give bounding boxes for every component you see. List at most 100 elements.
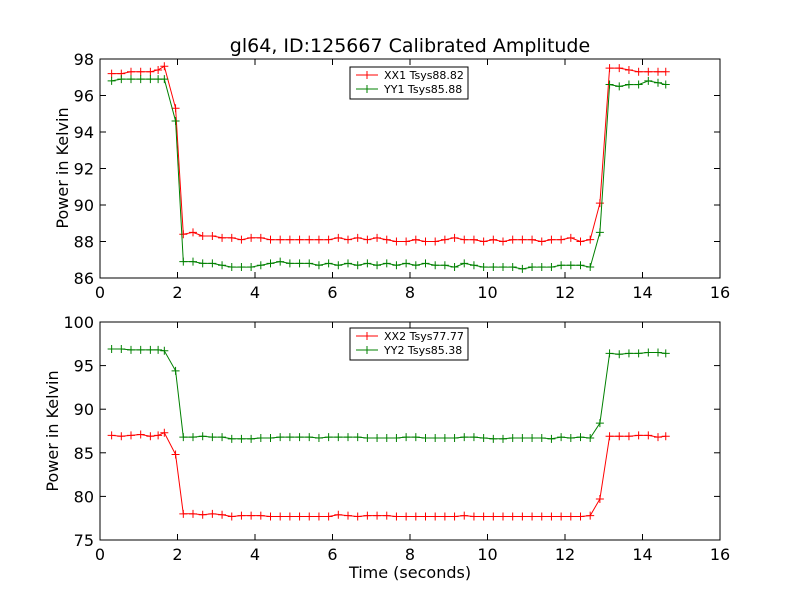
series-yy1 bbox=[107, 75, 670, 273]
x-tick-label-top: 0 bbox=[95, 283, 105, 302]
data-point bbox=[440, 261, 449, 270]
data-point bbox=[146, 432, 155, 441]
data-point bbox=[528, 263, 537, 272]
data-point bbox=[450, 512, 459, 521]
y-tick-label-bottom: 100 bbox=[63, 313, 94, 332]
data-point bbox=[363, 259, 372, 268]
data-point bbox=[363, 511, 372, 520]
data-point bbox=[634, 67, 643, 76]
data-point bbox=[136, 430, 145, 439]
data-point bbox=[227, 233, 236, 242]
data-point bbox=[227, 434, 236, 443]
data-point bbox=[489, 512, 498, 521]
data-point bbox=[450, 263, 459, 272]
data-point bbox=[518, 235, 527, 244]
data-point bbox=[469, 261, 478, 270]
data-point bbox=[237, 235, 246, 244]
data-point bbox=[557, 261, 566, 270]
data-point bbox=[127, 67, 135, 76]
data-point bbox=[305, 259, 314, 268]
data-point bbox=[460, 433, 469, 442]
data-point bbox=[160, 75, 169, 84]
data-point bbox=[499, 237, 507, 246]
data-point bbox=[624, 432, 633, 441]
x-tick-label-top: 6 bbox=[327, 283, 337, 302]
data-point bbox=[595, 199, 604, 208]
data-point bbox=[266, 433, 275, 442]
data-point bbox=[198, 259, 207, 268]
data-point bbox=[547, 263, 556, 272]
data-point bbox=[154, 431, 163, 440]
data-point bbox=[450, 433, 459, 442]
x-tick-label-bottom: 10 bbox=[477, 545, 497, 564]
data-point bbox=[353, 261, 362, 270]
data-point bbox=[489, 263, 498, 272]
x-tick-label-top: 10 bbox=[477, 283, 497, 302]
y-tick-label-top: 90 bbox=[74, 196, 94, 215]
data-point bbox=[576, 433, 585, 442]
y-tick-label-top: 96 bbox=[74, 87, 94, 106]
x-tick-label-top: 2 bbox=[172, 283, 182, 302]
data-point bbox=[154, 345, 163, 354]
data-point bbox=[247, 263, 256, 272]
x-tick-label-bottom: 8 bbox=[405, 545, 415, 564]
legend-marker bbox=[363, 332, 371, 340]
data-point bbox=[208, 433, 217, 442]
data-point bbox=[256, 261, 265, 270]
series-yy2 bbox=[107, 345, 670, 443]
data-point bbox=[344, 511, 352, 520]
data-point bbox=[171, 104, 180, 113]
data-point bbox=[237, 511, 246, 520]
data-point bbox=[518, 512, 527, 521]
data-point bbox=[127, 345, 135, 354]
data-point bbox=[537, 433, 546, 442]
data-point bbox=[499, 512, 507, 521]
data-point bbox=[276, 433, 285, 442]
legend-box bbox=[349, 66, 469, 100]
series-xx1 bbox=[107, 62, 670, 246]
data-point bbox=[227, 263, 236, 272]
x-tick-label-top: 14 bbox=[632, 283, 652, 302]
x-tick-label-top: 4 bbox=[250, 283, 260, 302]
data-point bbox=[537, 237, 546, 246]
panel-bottom: Power in Kelvin Time (seconds) 0 2 4 6 8 10 12… bbox=[43, 313, 730, 582]
data-point bbox=[615, 64, 624, 73]
data-point bbox=[189, 257, 197, 266]
data-point bbox=[479, 237, 488, 246]
data-point bbox=[431, 512, 440, 521]
data-point bbox=[382, 433, 391, 442]
data-point bbox=[305, 512, 314, 521]
data-point bbox=[661, 349, 670, 358]
data-point bbox=[208, 232, 217, 241]
data-point bbox=[107, 69, 116, 78]
data-point bbox=[334, 433, 343, 442]
data-point bbox=[208, 259, 217, 268]
data-point bbox=[160, 428, 169, 437]
data-point bbox=[479, 263, 488, 272]
y-axis-label-bottom: Power in Kelvin bbox=[43, 370, 62, 491]
data-point bbox=[586, 433, 595, 442]
x-tick-label-top: 16 bbox=[710, 283, 730, 302]
data-point bbox=[256, 233, 265, 242]
data-point bbox=[508, 235, 517, 244]
data-point bbox=[136, 345, 145, 354]
data-point bbox=[644, 431, 653, 440]
data-point bbox=[382, 235, 391, 244]
data-point bbox=[402, 237, 411, 246]
y-tick-label-bottom: 95 bbox=[74, 357, 94, 376]
data-point bbox=[117, 345, 126, 354]
data-point bbox=[411, 235, 420, 244]
data-point bbox=[605, 64, 614, 73]
data-point bbox=[440, 512, 449, 521]
data-point bbox=[171, 366, 180, 375]
data-point bbox=[576, 237, 585, 246]
data-point bbox=[363, 433, 372, 442]
data-point bbox=[218, 433, 227, 442]
data-point bbox=[237, 263, 246, 272]
data-point bbox=[431, 261, 440, 270]
data-point bbox=[353, 233, 362, 242]
data-point bbox=[547, 434, 556, 443]
x-tick-label-bottom: 2 bbox=[172, 545, 182, 564]
data-point bbox=[353, 433, 362, 442]
data-point bbox=[285, 433, 294, 442]
